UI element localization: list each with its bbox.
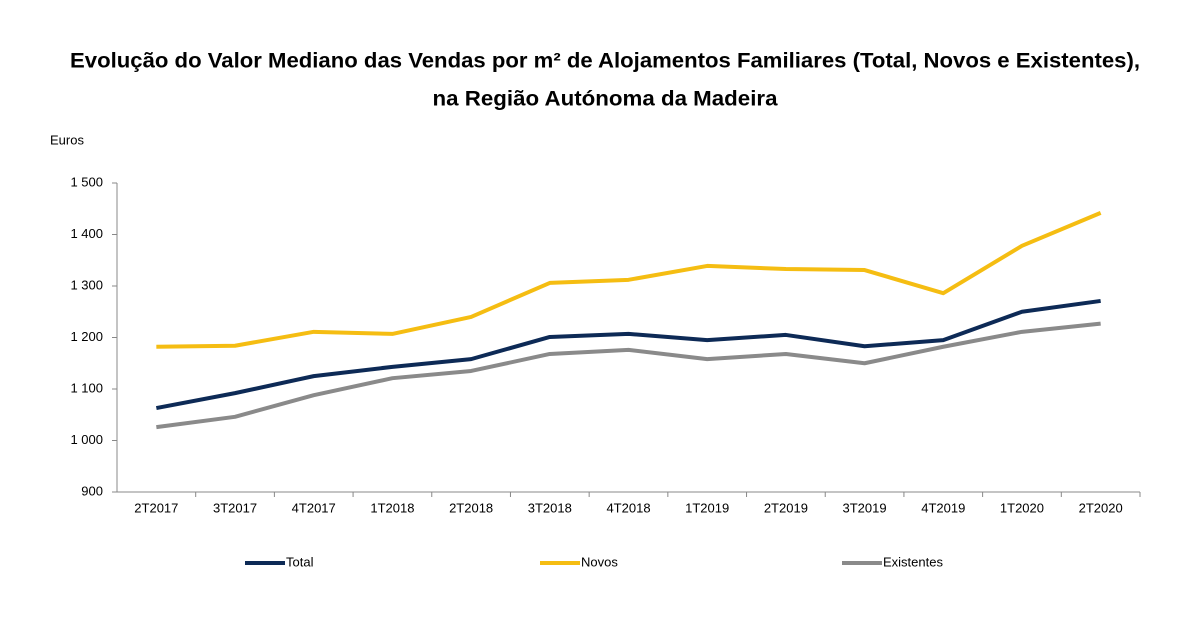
x-tick-label: 1T2020 <box>1000 500 1044 515</box>
y-tick-label: 1 000 <box>70 432 103 447</box>
x-tick-label: 3T2017 <box>213 500 257 515</box>
y-tick-label: 1 200 <box>70 329 103 344</box>
x-tick-label: 2T2020 <box>1079 500 1123 515</box>
y-axis-label: Euros <box>50 132 84 147</box>
chart-title: Evolução do Valor Mediano das Vendas por… <box>70 50 1140 73</box>
x-tick-label: 3T2018 <box>528 500 572 515</box>
x-tick-label: 2T2017 <box>134 500 178 515</box>
y-tick-label: 1 100 <box>70 380 103 395</box>
y-tick-label: 1 500 <box>70 174 103 189</box>
y-tick-label: 1 400 <box>70 226 103 241</box>
x-tick-label: 1T2018 <box>370 500 414 515</box>
x-tick-label: 2T2019 <box>764 500 808 515</box>
legend-label: Total <box>286 554 314 569</box>
x-tick-label: 3T2019 <box>843 500 887 515</box>
x-tick-label: 1T2019 <box>685 500 729 515</box>
series-line <box>156 211 1102 349</box>
series-line <box>156 321 1101 430</box>
legend-label: Novos <box>581 554 618 569</box>
legend-label: Existentes <box>883 554 943 569</box>
x-tick-label: 4T2017 <box>292 500 336 515</box>
y-tick-label: 900 <box>81 483 103 498</box>
y-tick-label: 1 300 <box>70 277 103 292</box>
x-tick-label: 4T2018 <box>606 500 650 515</box>
series-line <box>155 298 1101 411</box>
chart-title: na Região Autónoma da Madeira <box>433 88 778 111</box>
x-tick-label: 2T2018 <box>449 500 493 515</box>
x-tick-label: 4T2019 <box>921 500 965 515</box>
